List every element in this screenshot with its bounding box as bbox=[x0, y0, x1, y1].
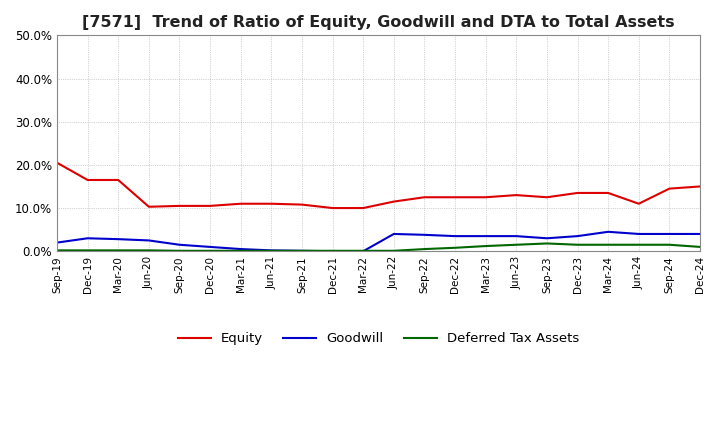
Equity bbox=[451, 194, 459, 200]
Line: Deferred Tax Assets: Deferred Tax Assets bbox=[57, 243, 700, 251]
Equity bbox=[604, 190, 613, 195]
Goodwill bbox=[420, 232, 428, 238]
Equity bbox=[359, 205, 367, 211]
Goodwill bbox=[267, 248, 276, 253]
Goodwill bbox=[665, 231, 674, 237]
Equity bbox=[53, 160, 61, 165]
Title: [7571]  Trend of Ratio of Equity, Goodwill and DTA to Total Assets: [7571] Trend of Ratio of Equity, Goodwil… bbox=[82, 15, 675, 30]
Goodwill bbox=[175, 242, 184, 247]
Equity bbox=[543, 194, 552, 200]
Equity bbox=[145, 204, 153, 209]
Deferred Tax Assets bbox=[328, 248, 337, 253]
Deferred Tax Assets bbox=[84, 248, 92, 253]
Goodwill bbox=[236, 246, 245, 252]
Deferred Tax Assets bbox=[696, 244, 704, 249]
Equity bbox=[84, 177, 92, 183]
Deferred Tax Assets bbox=[236, 248, 245, 253]
Equity bbox=[665, 186, 674, 191]
Equity bbox=[267, 201, 276, 206]
Equity bbox=[297, 202, 306, 207]
Deferred Tax Assets bbox=[267, 248, 276, 253]
Equity bbox=[634, 201, 643, 206]
Goodwill bbox=[390, 231, 398, 237]
Goodwill bbox=[604, 229, 613, 235]
Deferred Tax Assets bbox=[512, 242, 521, 247]
Deferred Tax Assets bbox=[359, 248, 367, 253]
Equity bbox=[696, 184, 704, 189]
Deferred Tax Assets bbox=[665, 242, 674, 247]
Equity bbox=[206, 203, 215, 209]
Equity bbox=[175, 203, 184, 209]
Goodwill bbox=[84, 236, 92, 241]
Goodwill bbox=[482, 234, 490, 239]
Goodwill bbox=[145, 238, 153, 243]
Goodwill bbox=[634, 231, 643, 237]
Deferred Tax Assets bbox=[114, 248, 122, 253]
Deferred Tax Assets bbox=[297, 248, 306, 253]
Deferred Tax Assets bbox=[543, 241, 552, 246]
Equity bbox=[390, 199, 398, 204]
Deferred Tax Assets bbox=[420, 246, 428, 252]
Goodwill bbox=[297, 248, 306, 253]
Equity bbox=[573, 190, 582, 195]
Goodwill bbox=[328, 249, 337, 254]
Goodwill bbox=[512, 234, 521, 239]
Deferred Tax Assets bbox=[634, 242, 643, 247]
Goodwill bbox=[114, 237, 122, 242]
Goodwill bbox=[359, 249, 367, 254]
Equity bbox=[420, 194, 428, 200]
Equity bbox=[512, 192, 521, 198]
Line: Goodwill: Goodwill bbox=[57, 232, 700, 251]
Deferred Tax Assets bbox=[482, 243, 490, 249]
Goodwill bbox=[573, 234, 582, 239]
Deferred Tax Assets bbox=[604, 242, 613, 247]
Equity bbox=[482, 194, 490, 200]
Deferred Tax Assets bbox=[451, 245, 459, 250]
Goodwill bbox=[451, 234, 459, 239]
Deferred Tax Assets bbox=[206, 248, 215, 253]
Equity bbox=[328, 205, 337, 211]
Deferred Tax Assets bbox=[175, 248, 184, 253]
Goodwill bbox=[53, 240, 61, 245]
Line: Equity: Equity bbox=[57, 163, 700, 208]
Deferred Tax Assets bbox=[573, 242, 582, 247]
Legend: Equity, Goodwill, Deferred Tax Assets: Equity, Goodwill, Deferred Tax Assets bbox=[172, 327, 585, 351]
Goodwill bbox=[206, 244, 215, 249]
Goodwill bbox=[543, 236, 552, 241]
Equity bbox=[236, 201, 245, 206]
Equity bbox=[114, 177, 122, 183]
Deferred Tax Assets bbox=[53, 248, 61, 253]
Goodwill bbox=[696, 231, 704, 237]
Deferred Tax Assets bbox=[145, 248, 153, 253]
Deferred Tax Assets bbox=[390, 248, 398, 253]
